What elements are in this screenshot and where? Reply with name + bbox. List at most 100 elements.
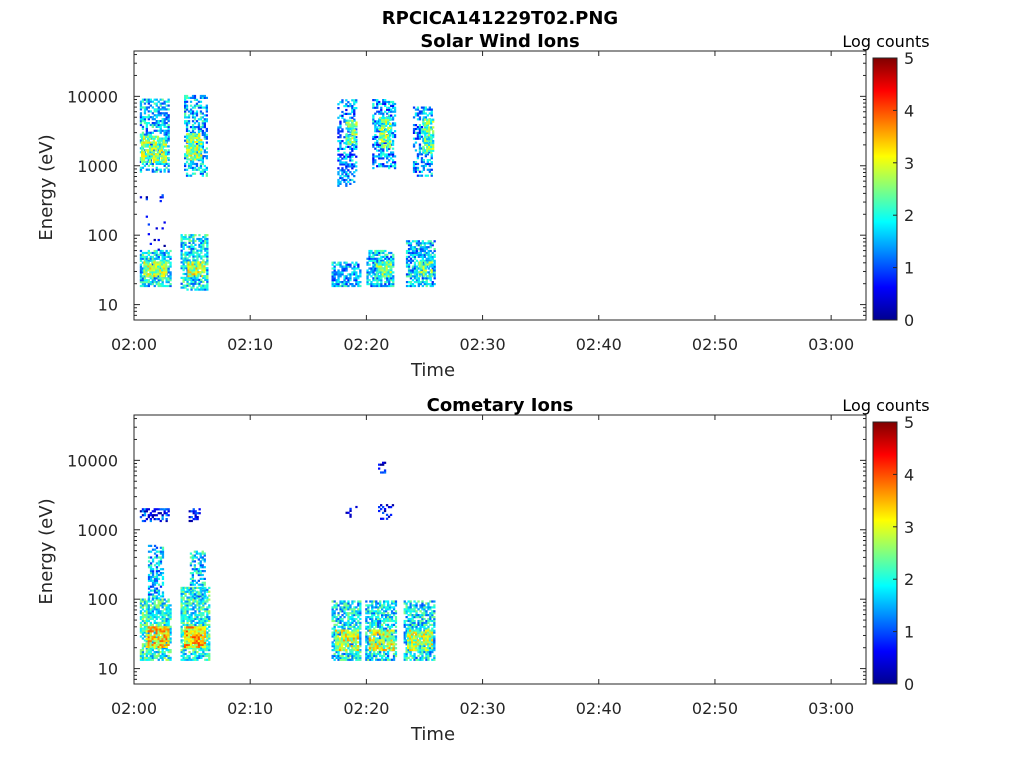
spectrogram-cell (203, 265, 206, 268)
spectrogram-cell (198, 142, 201, 145)
spectrogram-cell (145, 616, 148, 619)
spectrogram-cell (149, 143, 152, 146)
spectrogram-cell (203, 126, 206, 129)
spectrogram-cell (192, 598, 195, 601)
spectrogram-cell (184, 649, 187, 652)
spectrogram-cell (201, 159, 204, 162)
spectrogram-cell (186, 654, 189, 658)
spectrogram-cell (196, 253, 199, 256)
spectrogram-cell (367, 652, 370, 656)
spectrogram-cell (373, 600, 376, 603)
spectrogram-cell (184, 261, 187, 264)
spectrogram-cell (192, 606, 195, 609)
spectrogram-cell (357, 658, 360, 661)
spectrogram-cell (433, 283, 436, 286)
spectrogram-cell (191, 577, 194, 580)
spectrogram-cell (351, 159, 354, 162)
x-tick-label: 02:20 (343, 335, 389, 354)
spectrogram-cell (161, 269, 164, 272)
spectrogram-cell (347, 175, 350, 178)
spectrogram-cell (161, 112, 164, 115)
spectrogram-cell (153, 518, 156, 521)
spectrogram-cell (192, 647, 195, 650)
spectrogram-cell (198, 608, 201, 611)
spectrogram-cell (374, 161, 377, 164)
spectrogram-cell (157, 106, 160, 109)
spectrogram-cell (391, 161, 395, 164)
spectrogram-cell (345, 612, 348, 615)
spectrogram-cell (159, 585, 163, 588)
spectrogram-cell (182, 629, 185, 632)
spectrogram-cell (155, 643, 158, 646)
spectrogram-cell (419, 253, 422, 256)
spectrogram-cell (156, 137, 160, 140)
spectrogram-cell (188, 245, 191, 248)
spectrogram-cell (353, 279, 356, 282)
spectrogram-cell (414, 131, 418, 134)
spectrogram-cell (353, 103, 356, 106)
spectrogram-cell (152, 151, 156, 154)
spectrogram-cell (349, 275, 352, 278)
spectrogram-cell (142, 137, 146, 140)
spectrogram-cell (202, 598, 205, 601)
spectrogram-cell (198, 614, 201, 617)
spectrogram-cell (191, 161, 195, 164)
spectrogram-cell (431, 267, 434, 270)
spectrogram-cell (184, 135, 187, 138)
spectrogram-cell (378, 253, 381, 256)
spectrogram-cell (167, 100, 170, 103)
spectrogram-cell (145, 275, 148, 278)
spectrogram-cell (193, 628, 197, 631)
spectrogram-cell (182, 635, 185, 638)
spectrogram-cell (389, 144, 392, 147)
spectrogram-cell (343, 265, 346, 268)
spectrogram-cell (351, 165, 354, 168)
colorbar-tick-label: 0 (904, 311, 914, 330)
spectrogram-cell (343, 606, 346, 609)
spectrogram-cell (205, 174, 208, 177)
spectrogram-cell (155, 595, 159, 598)
spectrogram-cell (184, 108, 187, 111)
spectrogram-cell (382, 259, 385, 262)
spectrogram-cell (205, 127, 208, 131)
spectrogram-cell (157, 162, 160, 165)
spectrogram-cell (192, 247, 195, 250)
spectrogram-cell (155, 628, 158, 631)
spectrogram-cell (430, 143, 433, 146)
spectrogram-cell (151, 630, 154, 633)
spectrogram-cell (192, 158, 195, 161)
spectrogram-cell (366, 283, 369, 286)
spectrogram-cell (147, 630, 150, 633)
spectrogram-cell (368, 273, 371, 276)
spectrogram-cell (198, 610, 201, 613)
spectrogram-cell (374, 147, 377, 150)
spectrogram-cell (409, 251, 413, 255)
spectrogram-cell (357, 263, 360, 266)
spectrogram-cell (389, 142, 392, 145)
spectrogram-cell (433, 249, 436, 253)
spectrogram-cell (182, 598, 185, 601)
spectrogram-cell (337, 284, 340, 288)
spectrogram-cell (205, 118, 208, 121)
spectrogram-cell (431, 251, 434, 255)
spectrogram-cell (206, 234, 209, 237)
spectrogram-cell (141, 157, 144, 160)
spectrogram-cell (186, 150, 189, 153)
spectrogram-cell (199, 112, 203, 115)
spectrogram-cell (347, 127, 350, 130)
spectrogram-cell (147, 516, 150, 519)
spectrogram-cell (333, 649, 336, 652)
spectrogram-cell (366, 261, 369, 264)
spectrogram-cell (161, 516, 164, 519)
spectrogram-cell (141, 649, 145, 652)
spectrogram-cell (390, 259, 393, 262)
spectrogram-cell (351, 619, 354, 623)
spectrogram-cell (353, 110, 356, 114)
spectrogram-cell (182, 590, 185, 593)
spectrogram-cell (351, 612, 354, 615)
spectrogram-cell (351, 129, 354, 132)
spectrogram-cell (149, 641, 152, 645)
spectrogram-cell (343, 118, 346, 121)
spectrogram-cell (203, 560, 206, 563)
